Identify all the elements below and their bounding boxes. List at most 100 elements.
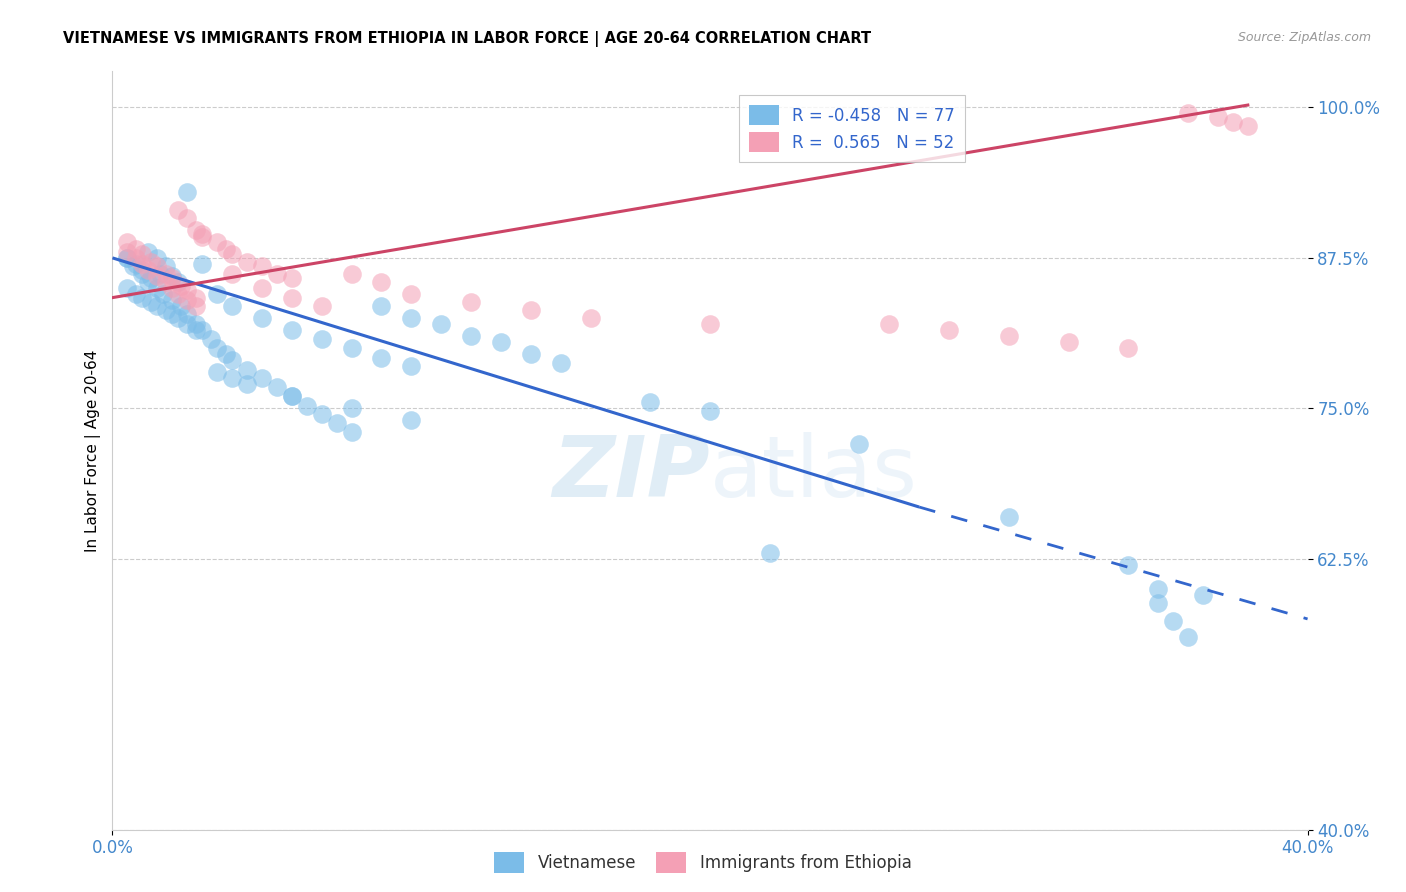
Legend: Vietnamese, Immigrants from Ethiopia: Vietnamese, Immigrants from Ethiopia <box>488 846 918 880</box>
Point <box>186 317 208 331</box>
Point <box>162 268 183 283</box>
Point <box>191 227 214 241</box>
Point <box>370 275 392 289</box>
Point <box>131 267 153 281</box>
Point <box>125 251 148 265</box>
Point <box>1147 582 1170 596</box>
Point <box>325 416 347 430</box>
Point <box>167 202 190 217</box>
Point <box>579 311 602 326</box>
Point <box>167 275 190 289</box>
Point <box>176 211 198 226</box>
Point <box>520 347 543 361</box>
Point <box>250 311 273 326</box>
Point <box>340 341 363 355</box>
Point <box>117 244 139 259</box>
Point <box>205 365 228 379</box>
Point <box>236 254 259 268</box>
Point <box>401 413 423 427</box>
Point <box>117 281 139 295</box>
Point <box>250 260 273 274</box>
Point <box>176 185 198 199</box>
Point <box>170 278 193 293</box>
Point <box>221 247 243 261</box>
Point <box>155 267 177 281</box>
Point <box>295 399 318 413</box>
Point <box>191 257 214 271</box>
Point <box>167 311 190 326</box>
Point <box>489 335 512 350</box>
Point <box>141 254 163 268</box>
Point <box>520 302 543 317</box>
Point <box>162 281 183 295</box>
Point <box>152 287 174 301</box>
Point <box>186 323 208 337</box>
Point <box>250 371 273 385</box>
Point <box>131 257 153 271</box>
Point <box>938 323 960 337</box>
Point <box>215 347 238 361</box>
Point <box>250 281 273 295</box>
Point <box>117 251 139 265</box>
Point <box>146 299 169 313</box>
Point <box>141 295 163 310</box>
Point <box>1118 558 1140 572</box>
Point <box>205 287 228 301</box>
Point <box>311 408 333 422</box>
Point <box>1206 110 1229 124</box>
Point <box>155 302 177 317</box>
Point <box>117 251 139 265</box>
Point <box>266 267 288 281</box>
Point <box>170 299 193 313</box>
Point <box>1192 588 1215 602</box>
Point <box>1161 615 1184 629</box>
Point <box>162 271 183 285</box>
Point <box>138 244 160 259</box>
Point <box>186 291 208 305</box>
Point <box>221 299 243 313</box>
Point <box>186 299 208 313</box>
Point <box>340 401 363 416</box>
Point <box>236 377 259 392</box>
Point <box>125 243 148 257</box>
Point <box>699 317 721 331</box>
Point <box>200 332 222 346</box>
Text: atlas: atlas <box>710 432 918 515</box>
Point <box>281 389 304 403</box>
Point <box>167 287 190 301</box>
Point <box>221 267 243 281</box>
Point <box>205 235 228 250</box>
Point <box>162 308 183 322</box>
Point <box>340 425 363 440</box>
Point <box>998 509 1021 524</box>
Point <box>176 317 198 331</box>
Point <box>340 267 363 281</box>
Point <box>236 363 259 377</box>
Point <box>401 359 423 374</box>
Point <box>176 293 198 307</box>
Legend: R = -0.458   N = 77, R =  0.565   N = 52: R = -0.458 N = 77, R = 0.565 N = 52 <box>738 95 965 162</box>
Point <box>848 437 870 451</box>
Point <box>149 267 172 281</box>
Point <box>1147 596 1170 610</box>
Point <box>1237 119 1260 133</box>
Point <box>879 317 901 331</box>
Point <box>117 235 139 250</box>
Point <box>221 353 243 368</box>
Point <box>370 299 392 313</box>
Point <box>186 223 208 237</box>
Point <box>125 287 148 301</box>
Point <box>131 291 153 305</box>
Point <box>191 323 214 337</box>
Point <box>1177 106 1199 120</box>
Point <box>221 371 243 385</box>
Point <box>550 356 572 370</box>
Point <box>141 271 163 285</box>
Point <box>281 291 304 305</box>
Point <box>311 299 333 313</box>
Point <box>138 263 160 277</box>
Point <box>699 403 721 417</box>
Text: Source: ZipAtlas.com: Source: ZipAtlas.com <box>1237 31 1371 45</box>
Point <box>1222 115 1244 129</box>
Point <box>162 293 183 307</box>
